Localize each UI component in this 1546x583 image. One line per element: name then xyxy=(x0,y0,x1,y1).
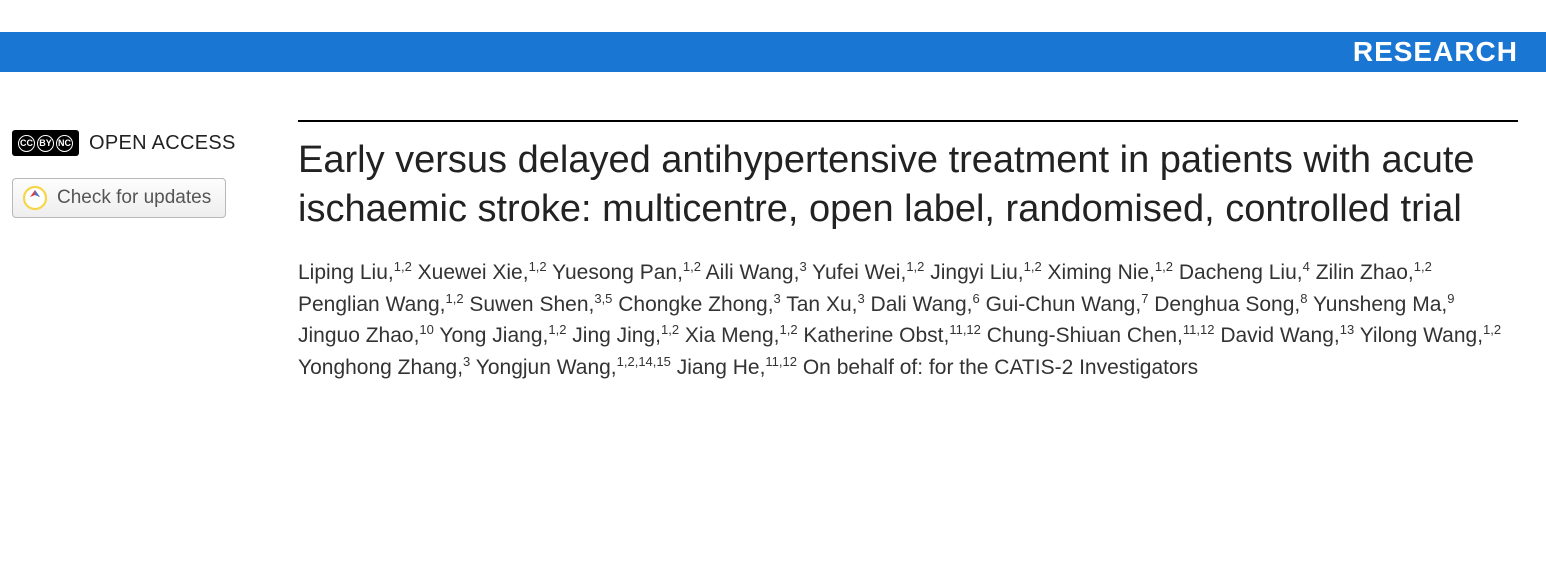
author: Penglian Wang,1,2 xyxy=(298,293,464,316)
author-affiliation: 1,2 xyxy=(1024,259,1042,274)
cc-icon: CC xyxy=(20,139,33,148)
author-affiliation: 4 xyxy=(1303,259,1310,274)
author: Jing Jing,1,2 xyxy=(572,324,679,347)
author-affiliation: 11,12 xyxy=(949,322,981,337)
author-affiliation: 7 xyxy=(1141,291,1148,306)
author-list: Liping Liu,1,2 Xuewei Xie,1,2 Yuesong Pa… xyxy=(298,257,1518,383)
author-affiliation: 3 xyxy=(799,259,806,274)
section-label: RESEARCH xyxy=(1353,36,1518,68)
author-affiliation: 3 xyxy=(463,354,470,369)
on-behalf-text: On behalf of: for the CATIS-2 Investigat… xyxy=(803,356,1198,379)
author: Chongke Zhong,3 xyxy=(618,293,781,316)
cc-by-icon: BY xyxy=(39,139,52,148)
sidebar: CC BY NC OPEN ACCESS Check for updates xyxy=(12,120,274,383)
author: Aili Wang,3 xyxy=(706,261,807,284)
author: Suwen Shen,3,5 xyxy=(469,293,612,316)
author-affiliation: 1,2 xyxy=(683,259,701,274)
author-affiliation: 1,2 xyxy=(1155,259,1173,274)
author-affiliation: 1,2 xyxy=(779,322,797,337)
author: Dacheng Liu,4 xyxy=(1179,261,1310,284)
author-affiliation: 10 xyxy=(419,322,433,337)
author: Xia Meng,1,2 xyxy=(685,324,798,347)
author-affiliation: 1,2,14,15 xyxy=(617,354,671,369)
check-updates-label: Check for updates xyxy=(57,187,211,209)
cc-nc-icon: NC xyxy=(58,139,71,148)
author-affiliation: 11,12 xyxy=(765,354,797,369)
author-affiliation: 1,2 xyxy=(548,322,566,337)
author-affiliation: 1,2 xyxy=(906,259,924,274)
author-affiliation: 9 xyxy=(1447,291,1454,306)
author-affiliation: 3 xyxy=(774,291,781,306)
author-affiliation: 3 xyxy=(857,291,864,306)
author: Yilong Wang,1,2 xyxy=(1360,324,1501,347)
content-wrap: CC BY NC OPEN ACCESS Check for updates E… xyxy=(0,72,1546,403)
author-affiliation: 13 xyxy=(1340,322,1354,337)
author-affiliation: 1,2 xyxy=(1483,322,1501,337)
author-affiliation: 11,12 xyxy=(1183,322,1215,337)
open-access-row: CC BY NC OPEN ACCESS xyxy=(12,130,274,156)
section-banner: RESEARCH xyxy=(0,32,1546,72)
author-affiliation: 1,2 xyxy=(445,291,463,306)
article-main: Early versus delayed antihypertensive tr… xyxy=(298,120,1518,383)
author-affiliation: 1,2 xyxy=(1414,259,1432,274)
author: David Wang,13 xyxy=(1220,324,1354,347)
author: Yuesong Pan,1,2 xyxy=(552,261,701,284)
author: Yongjun Wang,1,2,14,15 xyxy=(476,356,671,379)
author: Dali Wang,6 xyxy=(871,293,980,316)
check-updates-button[interactable]: Check for updates xyxy=(12,178,226,218)
author: Tan Xu,3 xyxy=(786,293,864,316)
author-affiliation: 1,2 xyxy=(529,259,547,274)
author: Jiang He,11,12 xyxy=(677,356,797,379)
author: Yonghong Zhang,3 xyxy=(298,356,470,379)
author: Gui-Chun Wang,7 xyxy=(986,293,1149,316)
author: Denghua Song,8 xyxy=(1154,293,1307,316)
author: Katherine Obst,11,12 xyxy=(803,324,981,347)
author: Chung-Shiuan Chen,11,12 xyxy=(987,324,1215,347)
author: Xuewei Xie,1,2 xyxy=(418,261,547,284)
author-affiliation: 1,2 xyxy=(394,259,412,274)
author-affiliation: 8 xyxy=(1300,291,1307,306)
author: Yufei Wei,1,2 xyxy=(812,261,924,284)
author: Yong Jiang,1,2 xyxy=(439,324,566,347)
open-access-label: OPEN ACCESS xyxy=(89,132,236,155)
author-affiliation: 6 xyxy=(972,291,979,306)
author: Jingyi Liu,1,2 xyxy=(930,261,1041,284)
author: Jinguo Zhao,10 xyxy=(298,324,434,347)
author-affiliation: 3,5 xyxy=(594,291,612,306)
author: Zilin Zhao,1,2 xyxy=(1316,261,1432,284)
cc-license-icon: CC BY NC xyxy=(12,130,79,156)
author-affiliation: 1,2 xyxy=(661,322,679,337)
article-title: Early versus delayed antihypertensive tr… xyxy=(298,136,1518,233)
author: Yunsheng Ma,9 xyxy=(1313,293,1455,316)
author: Liping Liu,1,2 xyxy=(298,261,412,284)
crossmark-icon xyxy=(23,186,47,210)
author: Ximing Nie,1,2 xyxy=(1048,261,1173,284)
